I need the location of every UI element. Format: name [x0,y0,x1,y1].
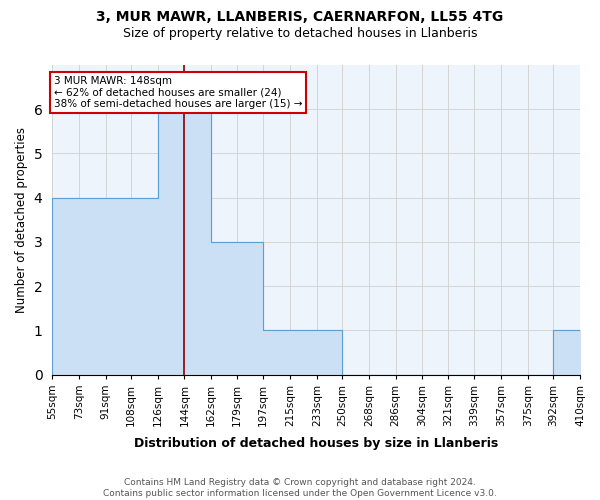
Y-axis label: Number of detached properties: Number of detached properties [15,127,28,313]
Text: 3 MUR MAWR: 148sqm
← 62% of detached houses are smaller (24)
38% of semi-detache: 3 MUR MAWR: 148sqm ← 62% of detached hou… [53,76,302,110]
Text: Contains HM Land Registry data © Crown copyright and database right 2024.
Contai: Contains HM Land Registry data © Crown c… [103,478,497,498]
X-axis label: Distribution of detached houses by size in Llanberis: Distribution of detached houses by size … [134,437,498,450]
Text: 3, MUR MAWR, LLANBERIS, CAERNARFON, LL55 4TG: 3, MUR MAWR, LLANBERIS, CAERNARFON, LL55… [97,10,503,24]
Text: Size of property relative to detached houses in Llanberis: Size of property relative to detached ho… [123,28,477,40]
